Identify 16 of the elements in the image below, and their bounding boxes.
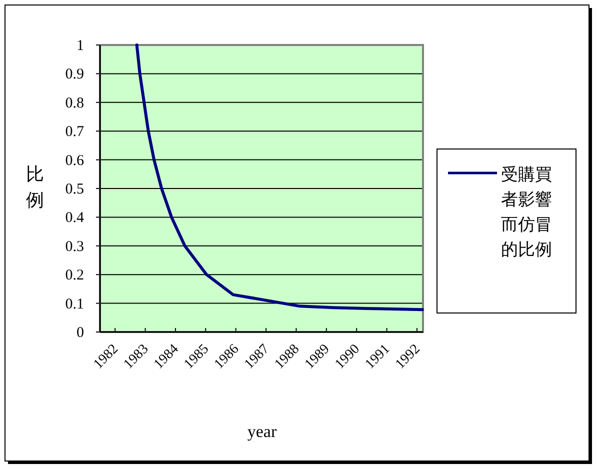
y-tick-label: 0 [76,325,84,341]
y-tick-label: 1 [76,38,84,54]
x-axis-title: year [247,422,277,441]
y-tick-label: 0.1 [65,296,84,312]
y-tick-label: 0.4 [65,210,84,226]
x-tick-label: 1991 [362,342,394,372]
y-tick-label: 0.2 [65,268,84,284]
y-tick-label: 0.7 [65,124,84,140]
y-axis-title: 比例 [26,164,44,210]
y-tick-label: 0.8 [65,95,84,112]
legend-label: 受購買者影響而仿冒的比例 [501,165,552,259]
line-series [135,44,424,312]
y-tick-label: 0.6 [65,152,84,169]
y-tick-label: 0.3 [65,238,84,255]
y-tick-label: 0.5 [65,182,84,198]
y-tick-label: 0.9 [65,66,84,83]
